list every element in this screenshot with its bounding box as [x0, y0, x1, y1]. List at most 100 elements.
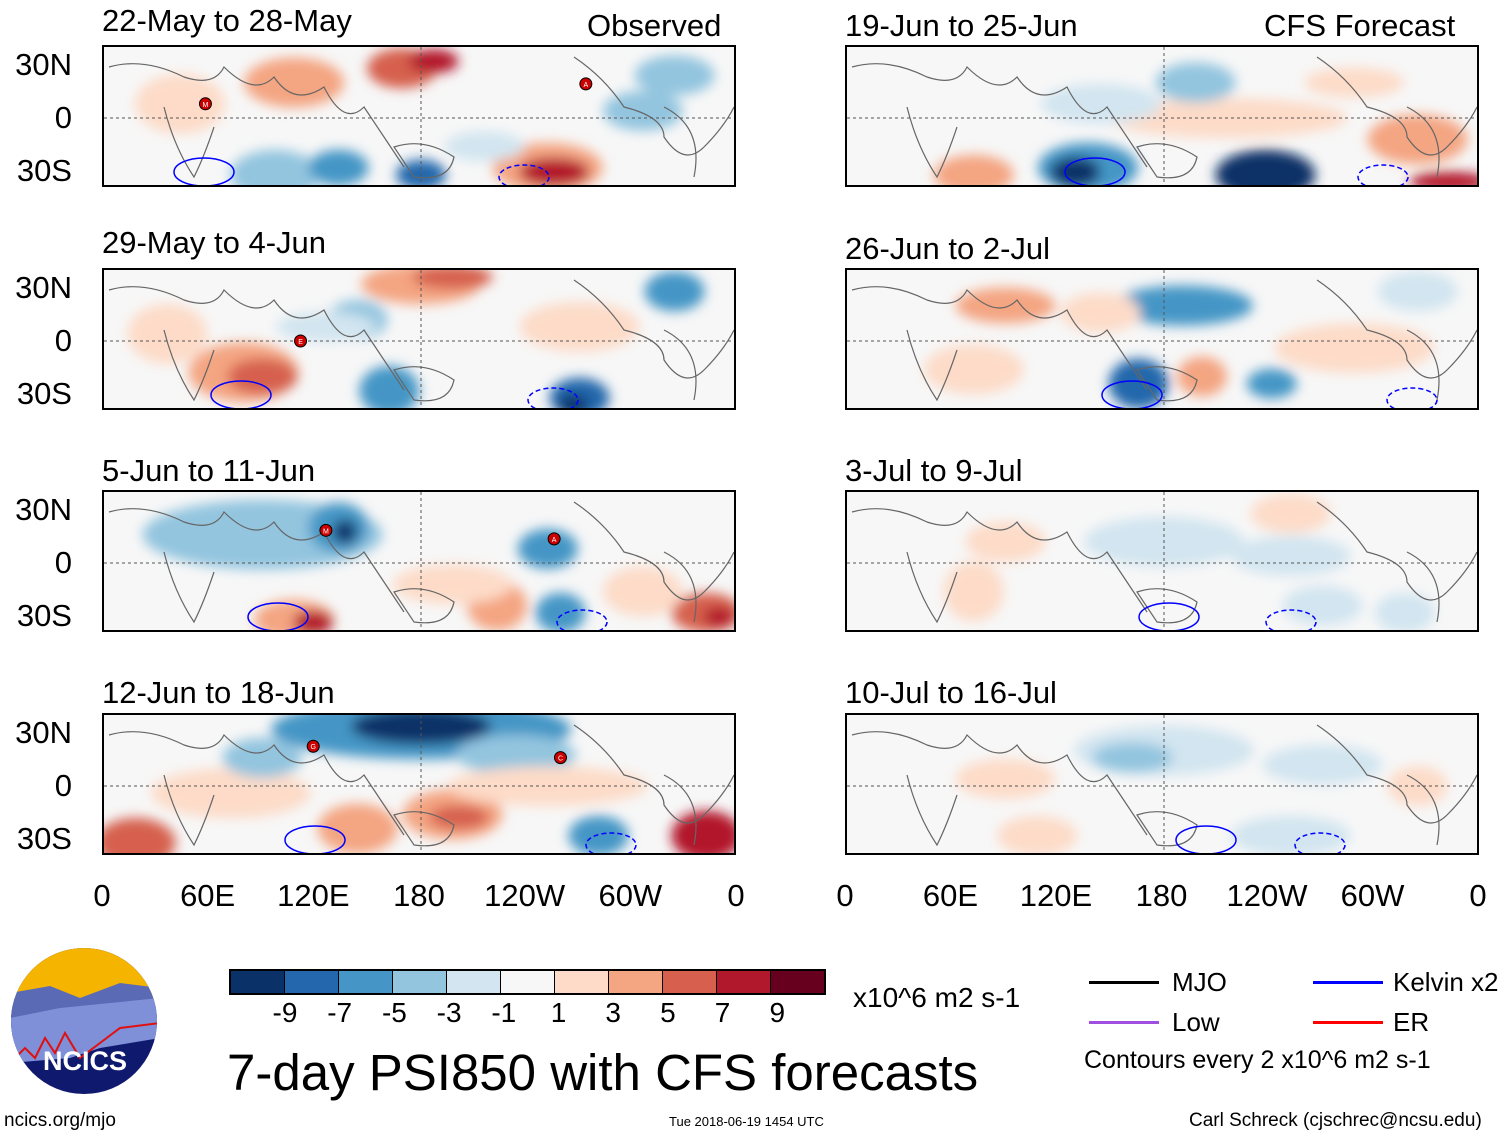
- anomaly-region: [602, 566, 683, 617]
- colorbar-swatch: [501, 971, 555, 993]
- x-tick-label: 180: [1135, 878, 1188, 913]
- storm-marker: M: [198, 97, 212, 111]
- anomaly-region: [1113, 285, 1254, 326]
- anomaly-region: [634, 55, 715, 96]
- anomaly-region: [997, 815, 1078, 853]
- anomaly-region: [1274, 323, 1435, 374]
- svg-text:C: C: [558, 756, 563, 763]
- anomaly-region: [412, 270, 493, 290]
- storm-marker: G: [306, 739, 320, 753]
- anomaly-region: [359, 365, 420, 408]
- y-tick-label: 30S: [16, 598, 72, 633]
- storm-marker: C: [553, 751, 567, 765]
- anomaly-region: [955, 758, 1056, 799]
- y-tick-label: 30N: [15, 492, 72, 527]
- y-tick-label: 30N: [15, 270, 72, 305]
- legend-line-mjo: [1089, 981, 1159, 984]
- anomaly-region: [933, 154, 1014, 185]
- coastlines: [108, 724, 734, 847]
- anomaly-region: [558, 394, 589, 408]
- anomaly-region: [1060, 292, 1141, 333]
- panel-title: 26-Jun to 2-Jul: [845, 231, 1051, 266]
- anomaly-region: [519, 157, 590, 185]
- coastlines: [108, 501, 734, 624]
- anomaly-region: [1177, 356, 1228, 397]
- observed-label: Observed: [587, 8, 722, 43]
- anomaly-region: [429, 805, 490, 830]
- legend-line-er: [1313, 1021, 1383, 1024]
- footer-timestamp: Tue 2018-06-19 1454 UTC: [669, 1114, 824, 1129]
- anomaly-region: [332, 519, 357, 544]
- anomaly-region: [127, 303, 208, 364]
- anomaly-region: [227, 358, 298, 395]
- colorbar-tick: 9: [769, 997, 786, 1028]
- kelvin-contours: [210, 380, 579, 408]
- colorbar-units: x10^6 m2 s-1: [853, 982, 1021, 1013]
- anomaly-region: [1409, 171, 1477, 185]
- colorbar-tick: -1: [491, 997, 517, 1028]
- kelvin-contours: [247, 602, 608, 630]
- svg-text:M: M: [203, 102, 209, 109]
- anomaly-region: [1250, 493, 1331, 534]
- anomaly-region: [703, 606, 734, 627]
- panel-title: 19-Jun to 25-Jun: [845, 8, 1078, 43]
- y-tick-label: 30N: [15, 47, 72, 82]
- kelvin-contours: [1175, 825, 1346, 853]
- x-tick-label: 120W: [484, 878, 566, 913]
- anomaly-region: [230, 149, 321, 185]
- anomaly-region: [408, 49, 459, 74]
- kelvin-contours: [1138, 602, 1317, 630]
- map-panel-forecast: [845, 713, 1479, 855]
- kelvin-contours: [1101, 380, 1438, 408]
- map-panel-forecast: [845, 490, 1479, 632]
- anomaly-region: [456, 734, 577, 775]
- anomaly-region: [517, 528, 578, 569]
- colorbar-swatch: [393, 971, 447, 993]
- anomaly-region: [519, 301, 640, 352]
- anomaly-region: [447, 766, 648, 806]
- anomaly-region: [275, 311, 376, 342]
- x-tick-label: 60W: [598, 878, 663, 913]
- svg-text:E: E: [298, 339, 303, 346]
- colorbar-tick: -9: [272, 997, 298, 1028]
- footer-credit: Carl Schreck (cjschrec@ncsu.edu): [1189, 1110, 1482, 1131]
- anomaly-region: [244, 57, 345, 108]
- colorbar-swatch: [663, 971, 717, 993]
- anomaly-region: [1367, 114, 1468, 165]
- anomaly-region: [444, 131, 525, 162]
- colorbar-tick: -3: [436, 997, 462, 1028]
- panel-title: 12-Jun to 18-Jun: [102, 675, 335, 710]
- svg-text:A: A: [584, 82, 589, 89]
- anomaly-region: [602, 90, 683, 131]
- anomaly-region: [1304, 67, 1405, 98]
- colorbar-swatch: [555, 971, 609, 993]
- x-tick-label: 180: [393, 878, 445, 913]
- x-tick-label: 0: [836, 878, 854, 913]
- y-tick-label: 0: [54, 545, 72, 580]
- kelvin-contours: [173, 157, 550, 185]
- anomaly-region: [1262, 744, 1383, 785]
- anomaly-region: [644, 271, 705, 312]
- footer-url[interactable]: ncics.org/mjo: [4, 1110, 116, 1131]
- anomaly-region: [1155, 62, 1236, 103]
- anomaly-region: [535, 592, 586, 630]
- coastlines: [108, 279, 734, 402]
- anomaly-region: [671, 810, 734, 853]
- map-panel-forecast: [845, 45, 1479, 187]
- panel-title: 3-Jul to 9-Jul: [845, 453, 1023, 488]
- x-tick-label: 60E: [180, 878, 236, 913]
- colorbar-swatch: [339, 971, 393, 993]
- colorbar-swatch: [285, 971, 339, 993]
- x-tick-label: 0: [1469, 878, 1487, 913]
- forecast-label: CFS Forecast: [1264, 8, 1456, 43]
- colorbar-swatch: [717, 971, 771, 993]
- y-tick-label: 30S: [16, 821, 72, 856]
- anomaly-region: [1230, 815, 1351, 853]
- contour-note: Contours every 2 x10^6 m2 s-1: [1084, 1046, 1431, 1074]
- coastlines: [851, 56, 1477, 179]
- coastlines: [108, 56, 734, 179]
- anomaly-region: [308, 149, 369, 185]
